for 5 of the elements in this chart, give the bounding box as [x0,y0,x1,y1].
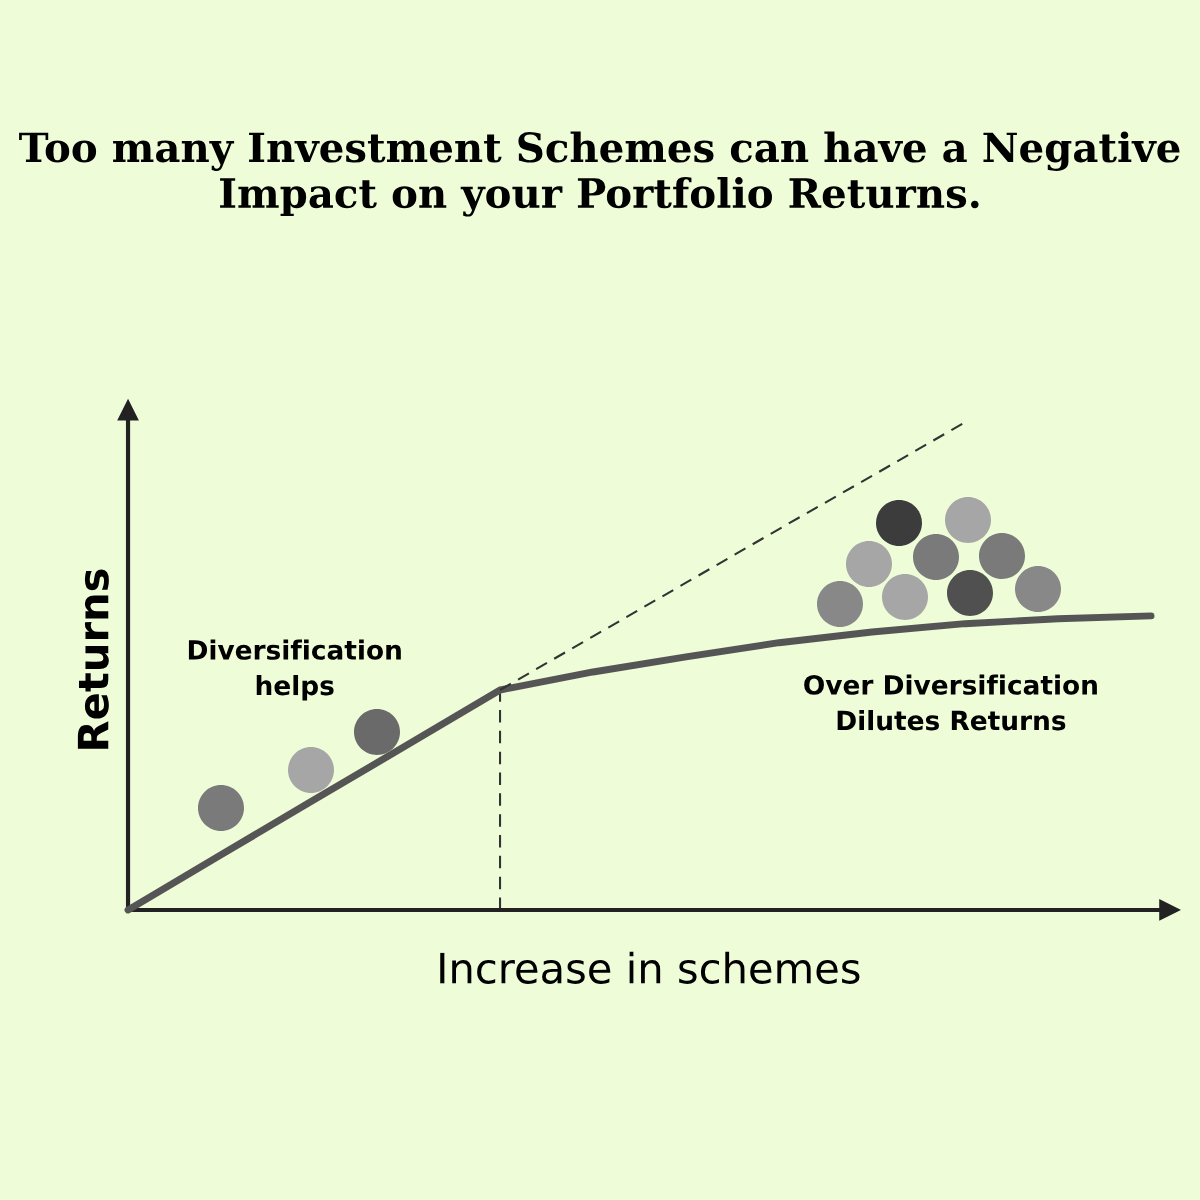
annotation: Over Diversification Dilutes Returns [804,674,1097,731]
y-axis-title: Returns [77,569,109,749]
annotation: Diversification helps [188,639,401,701]
x-axis-title: Increase in schemes [440,951,860,984]
chart-title: Too many Investment Schemes can have a Negative Impact on your Portfolio Returns. [19,131,1180,217]
